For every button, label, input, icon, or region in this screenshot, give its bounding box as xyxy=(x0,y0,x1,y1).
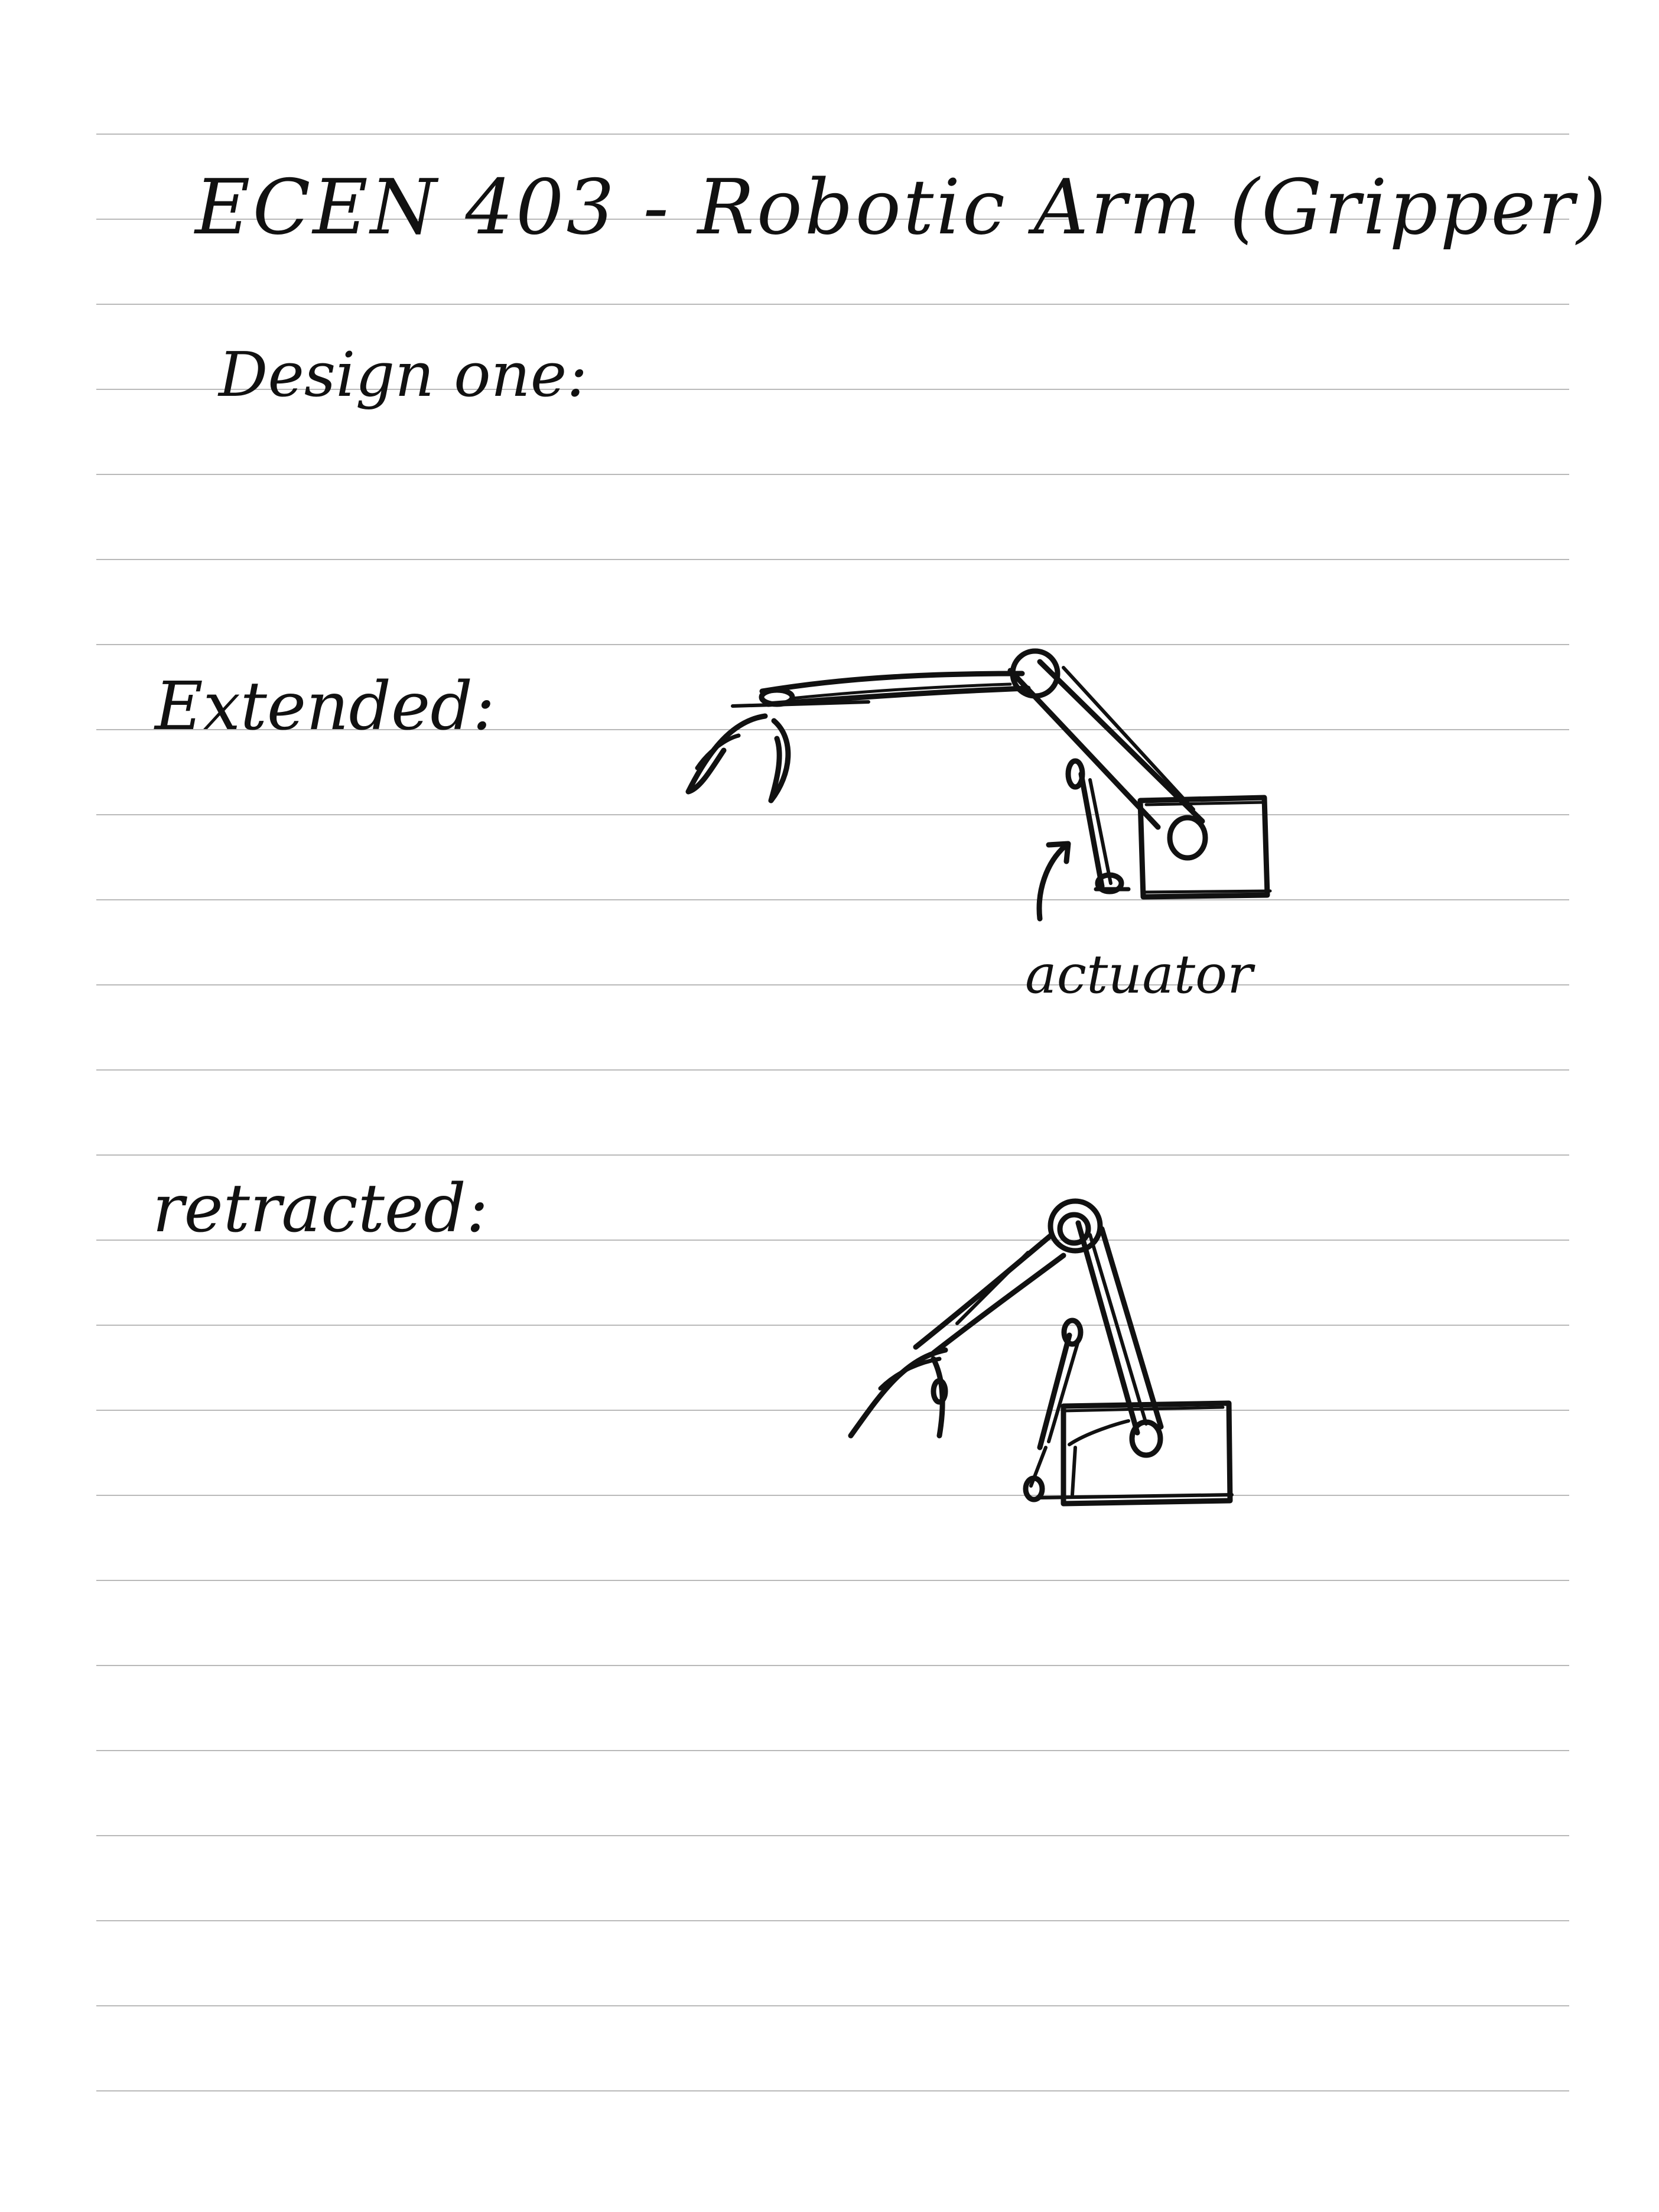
retracted-base-box xyxy=(1061,1400,1233,1507)
retracted-label: retracted: xyxy=(152,1170,489,1247)
retracted-gripper-left-claw xyxy=(848,1347,948,1439)
rule-line xyxy=(96,219,1569,220)
extended-arm-sketch xyxy=(685,648,1272,922)
extended-forearm xyxy=(759,671,1025,694)
rule-line xyxy=(96,304,1569,305)
rule-line xyxy=(96,1750,1569,1751)
rule-line xyxy=(96,1325,1569,1326)
extended-base-pivot xyxy=(1167,815,1208,861)
retracted-gripper-right-claw xyxy=(931,1356,945,1439)
actuator-label: actuator xyxy=(1025,944,1253,1006)
extended-actuator xyxy=(1078,771,1105,889)
rule-line xyxy=(96,1410,1569,1411)
retracted-arm-sketch xyxy=(848,1198,1234,1507)
extended-gripper-left-claw xyxy=(685,713,768,795)
rule-line xyxy=(96,644,1569,645)
rule-line xyxy=(96,1580,1569,1581)
rule-line xyxy=(96,729,1569,730)
page-title: ECEN 403 - Robotic Arm (Gripper) xyxy=(195,164,1609,252)
rule-line xyxy=(96,1154,1569,1156)
rule-line xyxy=(96,2005,1569,2006)
rule-line xyxy=(96,559,1569,560)
rule-line xyxy=(96,984,1569,985)
retracted-top-joint xyxy=(1048,1198,1103,1254)
rule-line xyxy=(96,474,1569,475)
rule-line xyxy=(96,1835,1569,1836)
rule-line xyxy=(96,814,1569,815)
extended-gripper-right-claw xyxy=(768,718,791,804)
rule-line xyxy=(96,1665,1569,1666)
rule-line xyxy=(96,389,1569,390)
rule-line xyxy=(96,2090,1569,2091)
extended-actuator-arrow xyxy=(1036,842,1069,922)
rule-line xyxy=(96,1069,1569,1071)
retracted-forearm xyxy=(913,1232,1055,1350)
rule-line xyxy=(96,1240,1569,1241)
retracted-actuator xyxy=(1037,1332,1072,1450)
rule-line xyxy=(96,134,1569,135)
retracted-upper-arm xyxy=(1075,1220,1140,1436)
rule-line xyxy=(96,1920,1569,1921)
extended-label: Extended: xyxy=(155,668,495,745)
design-heading: Design one: xyxy=(219,339,588,411)
extended-base-box xyxy=(1137,795,1270,900)
rule-line xyxy=(96,1495,1569,1496)
rule-line xyxy=(96,899,1569,900)
